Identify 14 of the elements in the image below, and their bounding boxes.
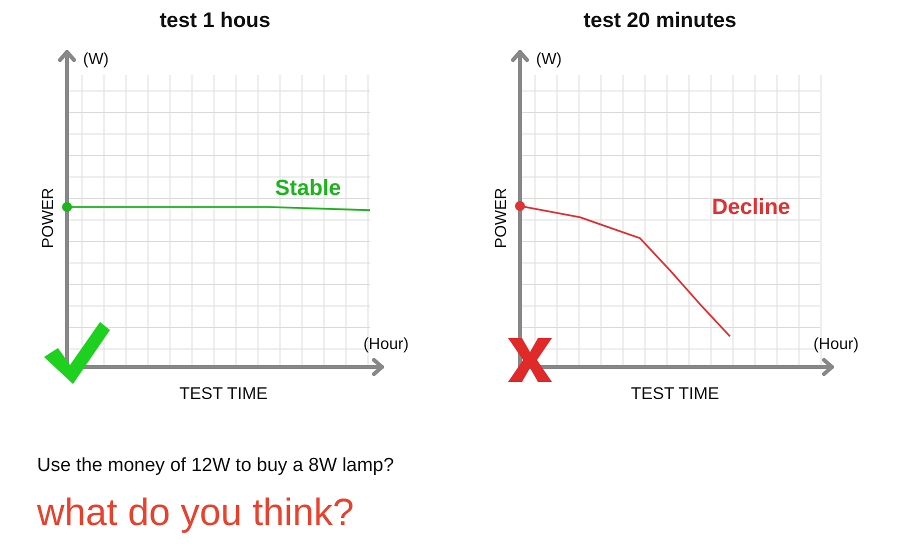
annotation: (Hour) xyxy=(363,336,409,353)
text: what do you think? xyxy=(36,492,354,534)
text: Use the money of 12W to buy a 8W lamp? xyxy=(37,455,394,476)
text: (W) xyxy=(536,51,562,68)
text: (W) xyxy=(83,51,109,68)
chart-title: test 1 hous xyxy=(160,9,270,32)
y-axis-title: POWER xyxy=(40,188,57,248)
x-axis-title: TEST TIME xyxy=(630,384,720,403)
text: Decline xyxy=(712,194,790,219)
chart-title: test 20 minutes xyxy=(584,9,736,32)
annotation: (Hour) xyxy=(813,336,859,353)
series-label: Stable xyxy=(274,175,342,200)
x-axis-title: TEST TIME xyxy=(179,384,268,403)
y-axis-title: POWER xyxy=(493,188,510,248)
